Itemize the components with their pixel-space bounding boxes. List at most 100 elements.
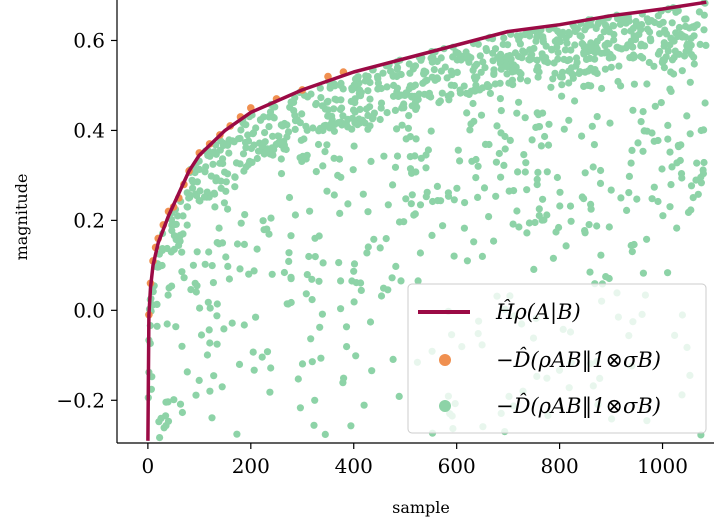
green-point bbox=[249, 129, 258, 137]
green-point bbox=[196, 304, 204, 312]
green-point bbox=[501, 145, 509, 153]
green-point bbox=[417, 154, 425, 162]
green-point bbox=[587, 205, 595, 213]
green-point bbox=[283, 133, 291, 141]
green-point bbox=[156, 434, 164, 442]
green-point bbox=[670, 70, 678, 78]
green-point bbox=[397, 277, 405, 285]
green-point bbox=[370, 109, 378, 117]
green-point bbox=[584, 21, 592, 29]
green-point bbox=[312, 99, 320, 108]
green-point bbox=[254, 147, 263, 155]
green-point bbox=[461, 199, 469, 207]
green-point bbox=[222, 253, 230, 261]
green-point bbox=[673, 159, 681, 167]
green-point bbox=[283, 121, 291, 129]
green-point bbox=[224, 205, 232, 213]
green-point bbox=[513, 207, 521, 215]
green-point bbox=[158, 261, 166, 270]
green-point bbox=[585, 221, 593, 229]
green-point bbox=[682, 15, 690, 23]
green-point bbox=[628, 146, 636, 154]
green-point bbox=[678, 67, 686, 75]
green-point bbox=[650, 137, 658, 145]
green-point bbox=[404, 124, 412, 132]
green-point bbox=[189, 184, 197, 192]
x-tick-label: 400 bbox=[335, 454, 373, 478]
green-point bbox=[667, 181, 675, 189]
green-point bbox=[170, 245, 178, 253]
green-point bbox=[620, 28, 629, 36]
green-point bbox=[317, 94, 325, 102]
green-point bbox=[308, 275, 316, 283]
green-point bbox=[632, 17, 640, 26]
green-point bbox=[481, 140, 490, 148]
green-point bbox=[393, 64, 402, 72]
green-point bbox=[364, 243, 372, 251]
green-point bbox=[701, 99, 709, 107]
green-point bbox=[153, 300, 161, 308]
curve-layer bbox=[146, 0, 707, 441]
green-point bbox=[342, 323, 351, 331]
green-point bbox=[505, 79, 513, 87]
green-point bbox=[687, 182, 696, 190]
green-point bbox=[411, 62, 420, 70]
green-point bbox=[189, 178, 197, 186]
green-point bbox=[298, 360, 307, 368]
green-point bbox=[337, 277, 345, 285]
green-point bbox=[197, 331, 206, 339]
green-point bbox=[591, 55, 599, 63]
green-point bbox=[307, 335, 315, 343]
green-point bbox=[690, 32, 698, 40]
green-point bbox=[377, 99, 386, 107]
green-point bbox=[389, 71, 397, 79]
green-point bbox=[287, 232, 295, 240]
green-point bbox=[250, 366, 258, 374]
green-point bbox=[534, 73, 542, 81]
green-point bbox=[659, 56, 667, 64]
green-point bbox=[220, 199, 228, 207]
green-point bbox=[215, 240, 223, 248]
green-point bbox=[515, 36, 523, 44]
green-point bbox=[189, 261, 197, 269]
green-point bbox=[683, 112, 691, 120]
green-point bbox=[450, 252, 458, 260]
green-point bbox=[478, 252, 486, 260]
green-point bbox=[380, 152, 388, 160]
green-point bbox=[308, 358, 316, 366]
green-point bbox=[499, 40, 507, 49]
green-point bbox=[309, 124, 317, 132]
green-point bbox=[659, 212, 667, 220]
green-point bbox=[630, 80, 639, 88]
green-point bbox=[561, 46, 570, 54]
green-point bbox=[664, 47, 672, 55]
green-point bbox=[178, 408, 186, 417]
green-point bbox=[658, 165, 666, 173]
green-point bbox=[297, 136, 305, 144]
green-point bbox=[291, 211, 299, 219]
green-point bbox=[270, 114, 278, 122]
green-point bbox=[597, 166, 605, 175]
green-point bbox=[285, 193, 294, 202]
green-point bbox=[491, 80, 499, 88]
green-point bbox=[377, 292, 386, 300]
green-point bbox=[500, 34, 508, 42]
green-point bbox=[605, 40, 613, 48]
green-point bbox=[377, 84, 385, 93]
y-tick-label: −0.2 bbox=[56, 388, 105, 412]
green-point bbox=[241, 211, 249, 219]
axes-layer: 0 200 400 600 800 1000 −0.2 0.0 0.2 0.4 0.6 bbox=[56, 0, 714, 478]
green-point bbox=[651, 18, 659, 27]
green-point bbox=[630, 240, 638, 249]
green-point bbox=[540, 216, 548, 224]
green-point bbox=[408, 169, 416, 177]
green-point bbox=[339, 112, 347, 120]
green-point bbox=[687, 51, 696, 59]
green-point bbox=[542, 42, 550, 50]
green-point bbox=[205, 248, 213, 256]
green-point bbox=[231, 173, 239, 181]
green-point bbox=[176, 400, 185, 408]
green-point bbox=[358, 116, 366, 124]
green-point bbox=[268, 270, 276, 278]
green-point bbox=[388, 274, 396, 282]
